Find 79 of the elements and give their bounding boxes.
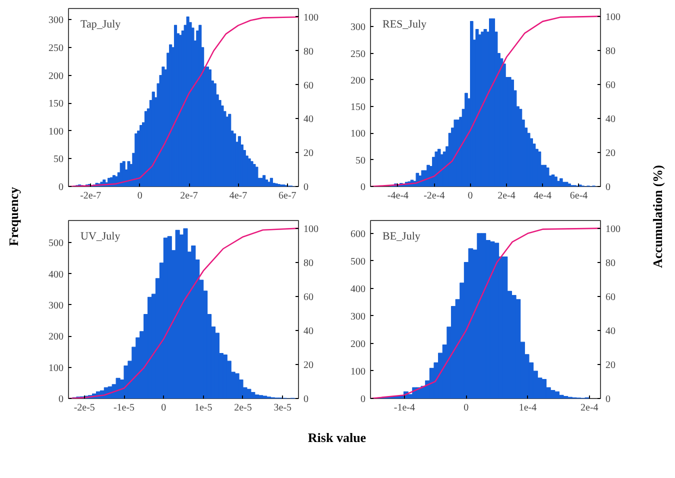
y-tick-label: 100 [48, 126, 64, 138]
x-tick-label: 0 [468, 190, 473, 202]
y-tick-label: 600 [350, 228, 366, 240]
x-tick-label: 4e-4 [534, 190, 552, 202]
x-tick-label: 0 [464, 402, 469, 414]
y2-tick-label: 60 [304, 80, 314, 92]
y2-tick-label: 60 [606, 292, 616, 303]
y2-tick-label: 0 [606, 182, 610, 193]
y2-tick-label: 100 [606, 224, 620, 235]
x-tick-label: 2e-7 [180, 190, 198, 202]
y2-axis-title: Accumulation (%) [649, 166, 666, 268]
x-tick-label: 0 [161, 402, 166, 414]
y2-tick-label: 20 [304, 360, 314, 371]
x-tick-label: -1e-5 [113, 402, 135, 414]
y-tick-label: 200 [48, 332, 64, 343]
x-tick-label: -1e-4 [394, 402, 415, 414]
x-tick-label: 1e-5 [194, 402, 212, 414]
y2-tick-label: 80 [606, 258, 616, 269]
y-tick-label: 150 [350, 102, 366, 114]
y2-tick-label: 40 [304, 326, 314, 337]
x-axis-title: Risk value [308, 429, 366, 447]
y-tick-label: 300 [350, 22, 366, 34]
y-tick-label: 0 [360, 182, 366, 193]
y2-tick-label: 80 [304, 258, 314, 269]
y2-tick-label: 80 [606, 46, 616, 57]
x-tick-label: -2e-7 [80, 190, 102, 202]
y-tick-label: 250 [350, 48, 366, 60]
text: RES_July [382, 18, 428, 30]
text: BE_July [382, 230, 421, 242]
y2-tick-label: 80 [304, 46, 314, 58]
y-tick-label: 100 [350, 366, 366, 378]
y2-tick-label: 40 [304, 114, 314, 126]
y-tick-label: 100 [48, 362, 64, 374]
x-tick-label: 4e-7 [229, 190, 248, 202]
y2-tick-label: 0 [606, 394, 610, 405]
y-axis-title: Frequency [5, 188, 22, 246]
x-tick-label: 3e-5 [274, 402, 292, 414]
y-tick-label: 100 [350, 128, 366, 140]
y2-tick-label: 20 [304, 148, 314, 160]
y2-tick-label: 40 [606, 326, 616, 337]
text: Tap_July [80, 18, 122, 30]
x-tick-label: 1e-4 [518, 402, 537, 414]
y-tick-label: 500 [48, 238, 64, 250]
y-tick-label: 250 [48, 42, 64, 54]
x-tick-label: 2e-5 [234, 402, 252, 414]
y-tick-label: 400 [350, 284, 366, 295]
y-tick-label: 400 [48, 269, 64, 280]
y-tick-label: 200 [350, 338, 366, 350]
y-tick-label: 150 [48, 98, 64, 110]
y-tick-label: 0 [360, 394, 366, 405]
y2-tick-label: 40 [606, 114, 616, 125]
x-tick-label: -4e-4 [387, 190, 409, 202]
y2-tick-label: 100 [304, 12, 318, 24]
y-tick-label: 300 [48, 300, 64, 312]
y-tick-label: 50 [54, 154, 64, 166]
y-tick-label: 300 [48, 15, 64, 26]
y-tick-label: 200 [48, 70, 64, 82]
y2-tick-label: 20 [606, 148, 616, 159]
y2-tick-label: 60 [304, 292, 314, 303]
y2-tick-label: 100 [304, 224, 318, 235]
y-tick-label: 50 [356, 155, 366, 166]
y2-tick-label: 20 [606, 360, 616, 371]
y-tick-label: 300 [350, 311, 366, 322]
x-tick-label: -2e-4 [424, 190, 445, 202]
text: UV_July [80, 230, 121, 242]
x-tick-label: -2e-5 [74, 402, 95, 414]
y2-tick-label: 0 [304, 394, 308, 405]
y2-tick-label: 60 [606, 80, 616, 91]
x-tick-label: 6e-4 [570, 190, 588, 202]
y-tick-label: 0 [58, 394, 64, 405]
y2-tick-label: 100 [606, 12, 620, 23]
x-tick-label: 2e-4 [580, 402, 598, 414]
y-tick-label: 0 [58, 182, 64, 193]
x-tick-label: 2e-4 [498, 190, 516, 202]
x-tick-label: 6e-7 [278, 190, 296, 202]
y-tick-label: 500 [350, 256, 366, 268]
x-tick-label: 0 [137, 190, 142, 202]
y-tick-label: 200 [350, 75, 366, 86]
y2-tick-label: 0 [304, 182, 308, 193]
